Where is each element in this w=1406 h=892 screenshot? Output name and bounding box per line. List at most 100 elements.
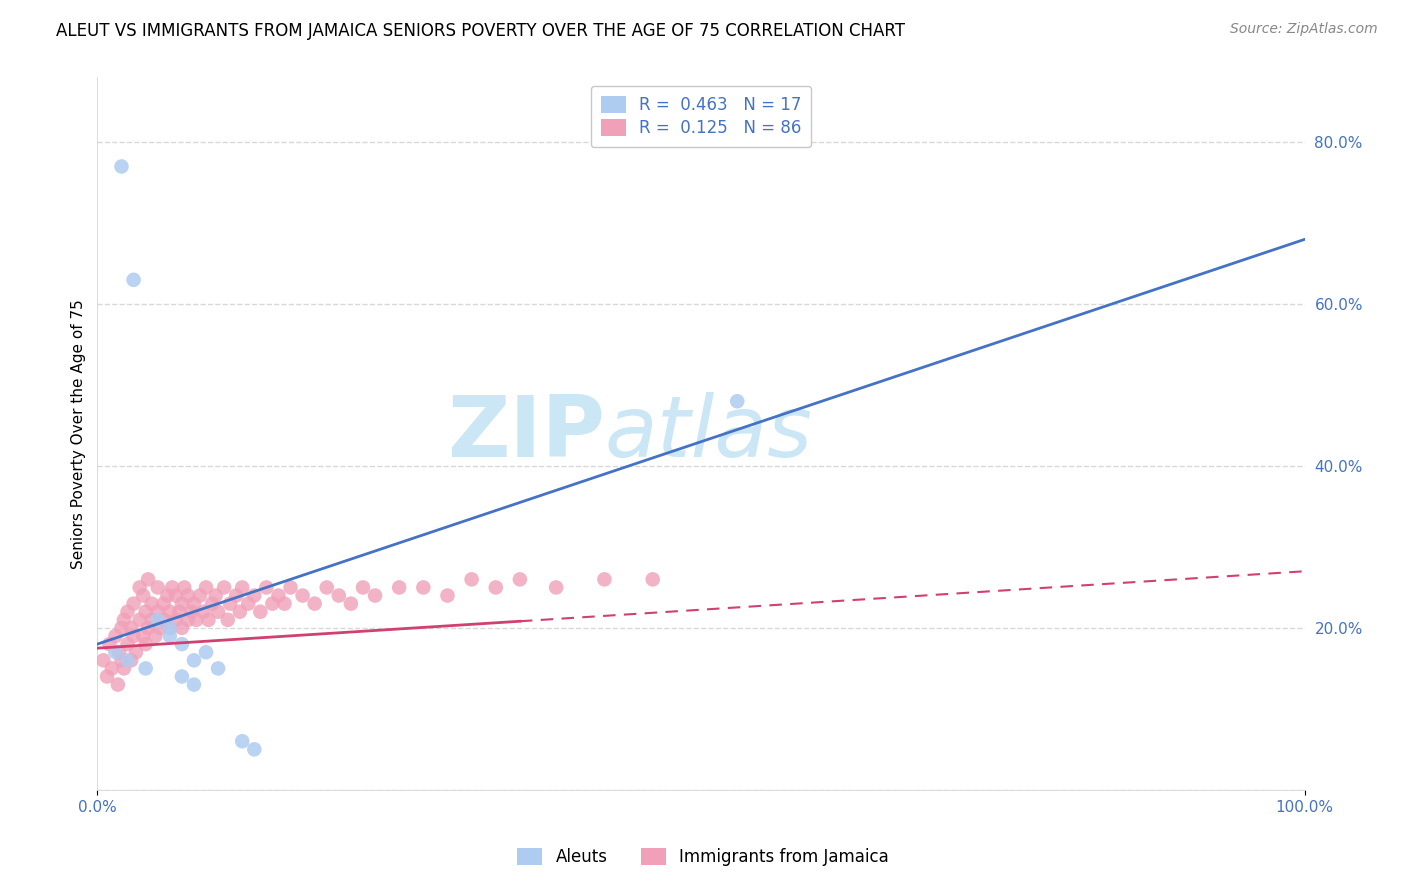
Point (328, 589, 350, 603)
Point (212, 581, 235, 595)
Legend: R =  0.463   N = 17, R =  0.125   N = 86: R = 0.463 N = 17, R = 0.125 N = 86 (591, 86, 811, 147)
Point (273, 597, 295, 611)
Point (183, 597, 205, 611)
Point (146, 613, 169, 627)
Point (101, 661, 124, 675)
Point (159, 621, 181, 635)
Point (197, 613, 219, 627)
Legend: Aleuts, Immigrants from Jamaica: Aleuts, Immigrants from Jamaica (509, 840, 897, 875)
Point (217, 613, 239, 627)
Point (135, 605, 157, 619)
Point (170, 669, 193, 683)
Point (177, 589, 200, 603)
Point (412, 581, 434, 595)
Point (110, 621, 132, 635)
Point (117, 653, 139, 667)
Point (143, 629, 166, 643)
Point (107, 677, 129, 691)
Point (141, 613, 163, 627)
Point (238, 597, 260, 611)
Point (725, 394, 748, 409)
Point (156, 589, 179, 603)
Point (108, 645, 131, 659)
Point (280, 581, 302, 595)
Point (249, 605, 271, 619)
Point (509, 573, 531, 587)
Point (160, 581, 183, 595)
Point (136, 621, 159, 635)
Point (152, 613, 174, 627)
Point (165, 613, 187, 627)
Point (136, 573, 159, 587)
Point (207, 661, 229, 675)
Point (173, 581, 195, 595)
Point (460, 573, 482, 587)
Point (132, 589, 155, 603)
Point (436, 589, 458, 603)
Point (120, 653, 142, 667)
Point (183, 653, 205, 667)
Point (117, 605, 139, 619)
Point (388, 581, 411, 595)
Point (110, 653, 132, 667)
Point (207, 605, 229, 619)
Point (304, 597, 326, 611)
Point (141, 597, 163, 611)
Point (219, 597, 242, 611)
Point (146, 605, 169, 619)
Point (170, 637, 193, 651)
Point (262, 597, 284, 611)
Point (485, 581, 508, 595)
Point (231, 581, 253, 595)
Point (170, 597, 193, 611)
Point (183, 677, 205, 691)
Text: ZIP: ZIP (447, 392, 605, 475)
Point (159, 621, 181, 635)
Point (254, 581, 277, 595)
Point (243, 742, 266, 756)
Point (112, 661, 135, 675)
Point (188, 589, 211, 603)
Point (546, 581, 568, 595)
Point (243, 589, 266, 603)
Point (104, 645, 127, 659)
Point (149, 621, 172, 635)
Point (96, 669, 118, 683)
Text: Source: ZipAtlas.com: Source: ZipAtlas.com (1230, 22, 1378, 37)
Point (128, 581, 150, 595)
Point (193, 605, 215, 619)
Point (169, 605, 191, 619)
Point (195, 645, 218, 659)
Point (195, 581, 218, 595)
Point (122, 597, 145, 611)
Point (352, 581, 374, 595)
Point (122, 273, 145, 287)
Point (364, 589, 387, 603)
Point (177, 613, 200, 627)
Point (201, 597, 224, 611)
Point (641, 573, 664, 587)
Point (135, 661, 157, 675)
Point (93, 653, 115, 667)
Point (125, 645, 148, 659)
Point (110, 160, 132, 174)
Text: ALEUT VS IMMIGRANTS FROM JAMAICA SENIORS POVERTY OVER THE AGE OF 75 CORRELATION : ALEUT VS IMMIGRANTS FROM JAMAICA SENIORS… (56, 22, 905, 40)
Point (132, 629, 155, 643)
Point (229, 605, 252, 619)
Point (159, 629, 181, 643)
Text: atlas: atlas (605, 392, 813, 475)
Point (186, 613, 208, 627)
Point (231, 734, 253, 748)
Point (117, 637, 139, 651)
Point (159, 605, 181, 619)
Point (112, 613, 135, 627)
Point (315, 581, 337, 595)
Point (340, 597, 363, 611)
Point (122, 629, 145, 643)
Point (204, 589, 226, 603)
Point (291, 589, 314, 603)
Point (225, 589, 247, 603)
Point (267, 589, 290, 603)
Point (152, 597, 174, 611)
Point (120, 621, 142, 635)
